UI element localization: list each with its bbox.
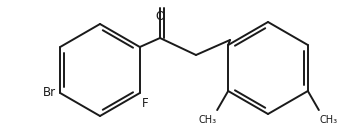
Text: CH₃: CH₃	[198, 115, 216, 125]
Text: F: F	[142, 97, 149, 110]
Text: CH₃: CH₃	[320, 115, 338, 125]
Text: Br: Br	[43, 87, 56, 99]
Text: O: O	[155, 10, 165, 23]
